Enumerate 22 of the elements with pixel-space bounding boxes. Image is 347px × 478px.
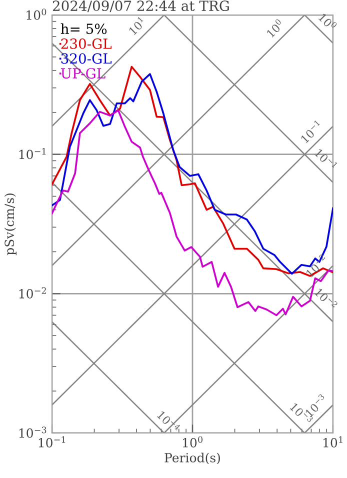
annotation: 10$^{−1}$ (299, 120, 323, 144)
y-tick-label: 10$^{−2}$ (19, 287, 46, 299)
y-tick-label: 10$^{0}$ (26, 8, 46, 20)
y-axis-title: pSv(cm/s) (4, 194, 16, 256)
y-tick-label: 10$^{−1}$ (19, 148, 46, 160)
annotation: 10$^{0}$ (318, 12, 338, 32)
annotation: 10$^{−2}$ (304, 254, 328, 278)
annotation: 10$^{−4}$ (156, 409, 181, 434)
x-axis-title: Period(s) (164, 452, 220, 464)
legend-label: 230-GL (61, 38, 112, 49)
x-tick-label: 10$^{1}$ (324, 436, 342, 448)
legend-label: 320-GL (61, 53, 112, 64)
annotation: 10$^{−2}$ (314, 286, 338, 310)
chart-title: 2024/09/07 22:44 at TRG (52, 0, 229, 12)
legend-label: UP-GL (60, 68, 106, 79)
x-tick-label: 10$^{−1}$ (38, 436, 66, 448)
y-tick-label: 10$^{−3}$ (19, 426, 46, 438)
x-tick-label: 10$^{0}$ (183, 436, 203, 448)
annotation: 10$^{0}$ (265, 18, 284, 38)
annotation: 10$^{−1}$ (314, 147, 338, 171)
annotation: 10$^{1}$ (127, 16, 146, 36)
legend-title: h= 5% (60, 23, 107, 34)
